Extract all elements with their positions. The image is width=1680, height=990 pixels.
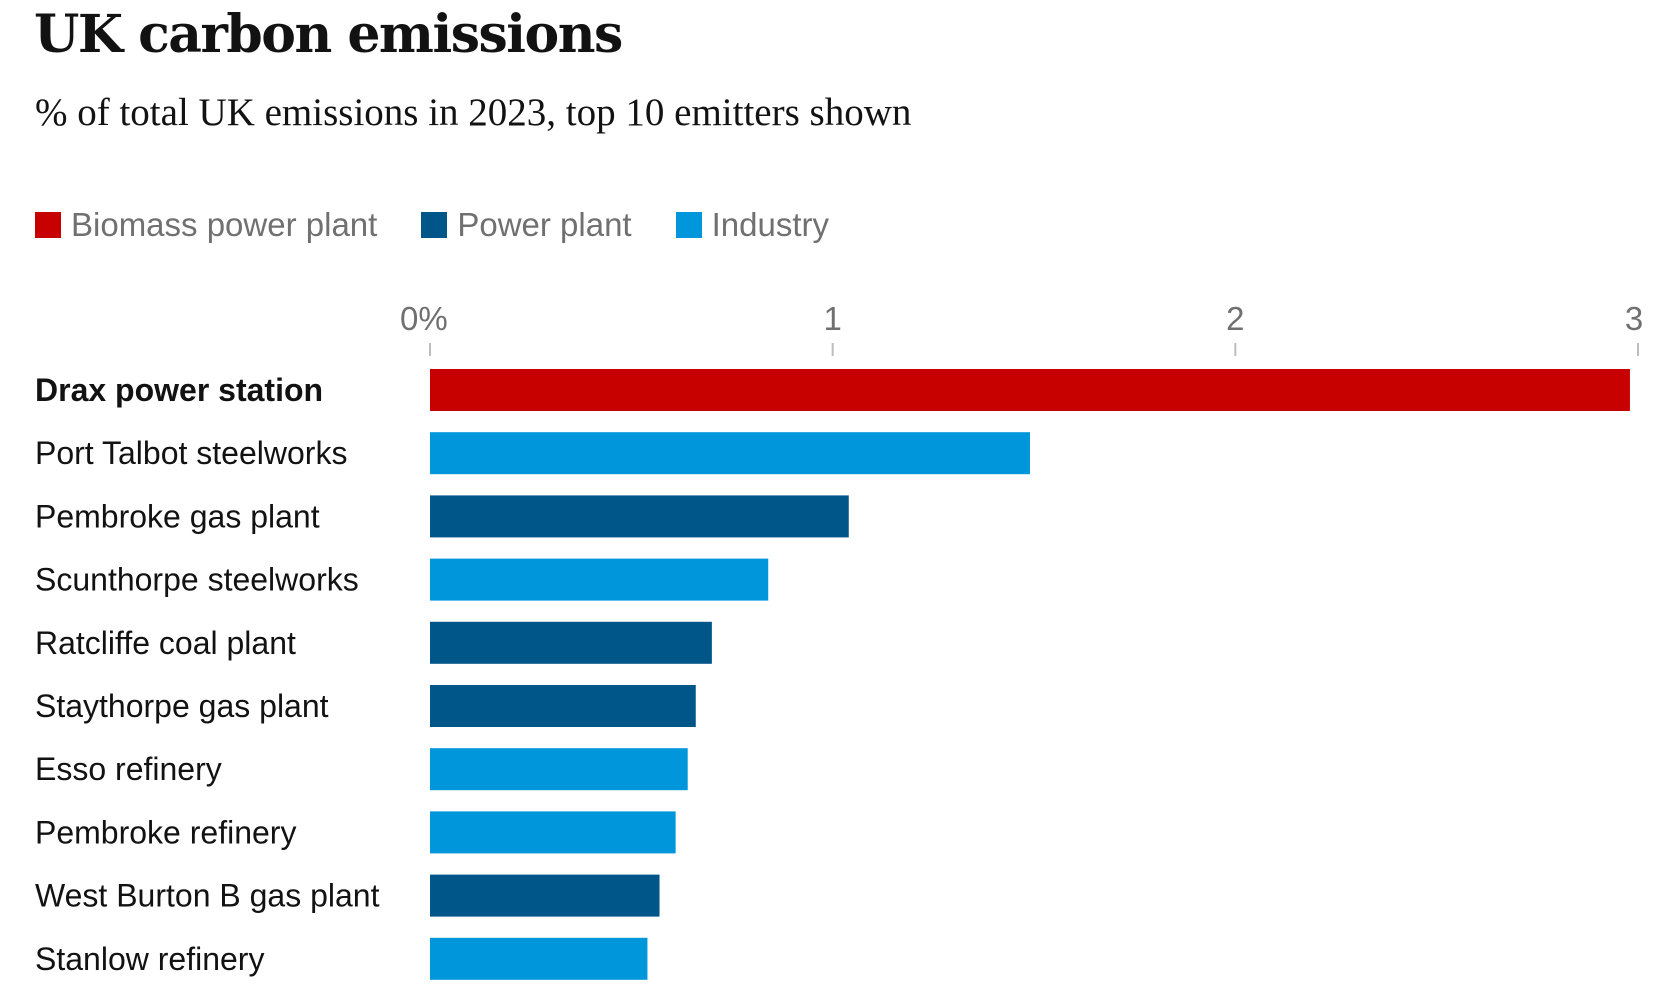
- bar-4: [430, 621, 712, 664]
- category-label-9: Stanlow refinery: [35, 941, 264, 977]
- bar-8: [430, 874, 660, 917]
- legend: Biomass power plant Power plant Industry: [35, 206, 873, 244]
- chart-title: UK carbon emissions: [34, 4, 623, 65]
- category-label-8: West Burton B gas plant: [35, 878, 380, 914]
- category-label-3: Scunthorpe steelworks: [35, 562, 359, 598]
- category-label-0: Drax power station: [35, 372, 323, 408]
- bar-6: [430, 748, 688, 791]
- x-tick-label-2: 2: [1226, 300, 1244, 337]
- bar-9: [430, 937, 648, 980]
- legend-swatch-biomass: [35, 212, 61, 238]
- bar-2: [430, 495, 849, 538]
- bar-5: [430, 685, 696, 727]
- category-label-4: Ratcliffe coal plant: [35, 625, 296, 661]
- category-label-5: Staythorpe gas plant: [35, 688, 329, 724]
- chart-subtitle: % of total UK emissions in 2023, top 10 …: [35, 91, 912, 134]
- legend-label-power-plant: Power plant: [457, 206, 632, 243]
- legend-item-power-plant: Power plant: [421, 206, 632, 244]
- legend-swatch-industry: [675, 212, 702, 238]
- bar-7: [430, 811, 676, 854]
- x-tick-label-3: 3: [1625, 300, 1643, 337]
- category-label-1: Port Talbot steelworks: [35, 435, 347, 471]
- legend-swatch-power-plant: [421, 212, 448, 238]
- legend-item-industry: Industry: [675, 206, 829, 244]
- legend-item-biomass: Biomass power plant: [35, 206, 377, 244]
- bar-1: [430, 432, 1030, 475]
- category-label-6: Esso refinery: [35, 751, 222, 787]
- category-label-7: Pembroke refinery: [35, 814, 296, 850]
- category-label-2: Pembroke gas plant: [35, 498, 320, 534]
- bar-3: [430, 558, 769, 601]
- bar-0: [430, 369, 1630, 411]
- x-tick-label-0: 0%: [400, 300, 448, 337]
- x-tick-label-1: 1: [823, 300, 841, 337]
- legend-label-industry: Industry: [711, 206, 829, 243]
- legend-label-biomass: Biomass power plant: [71, 206, 378, 243]
